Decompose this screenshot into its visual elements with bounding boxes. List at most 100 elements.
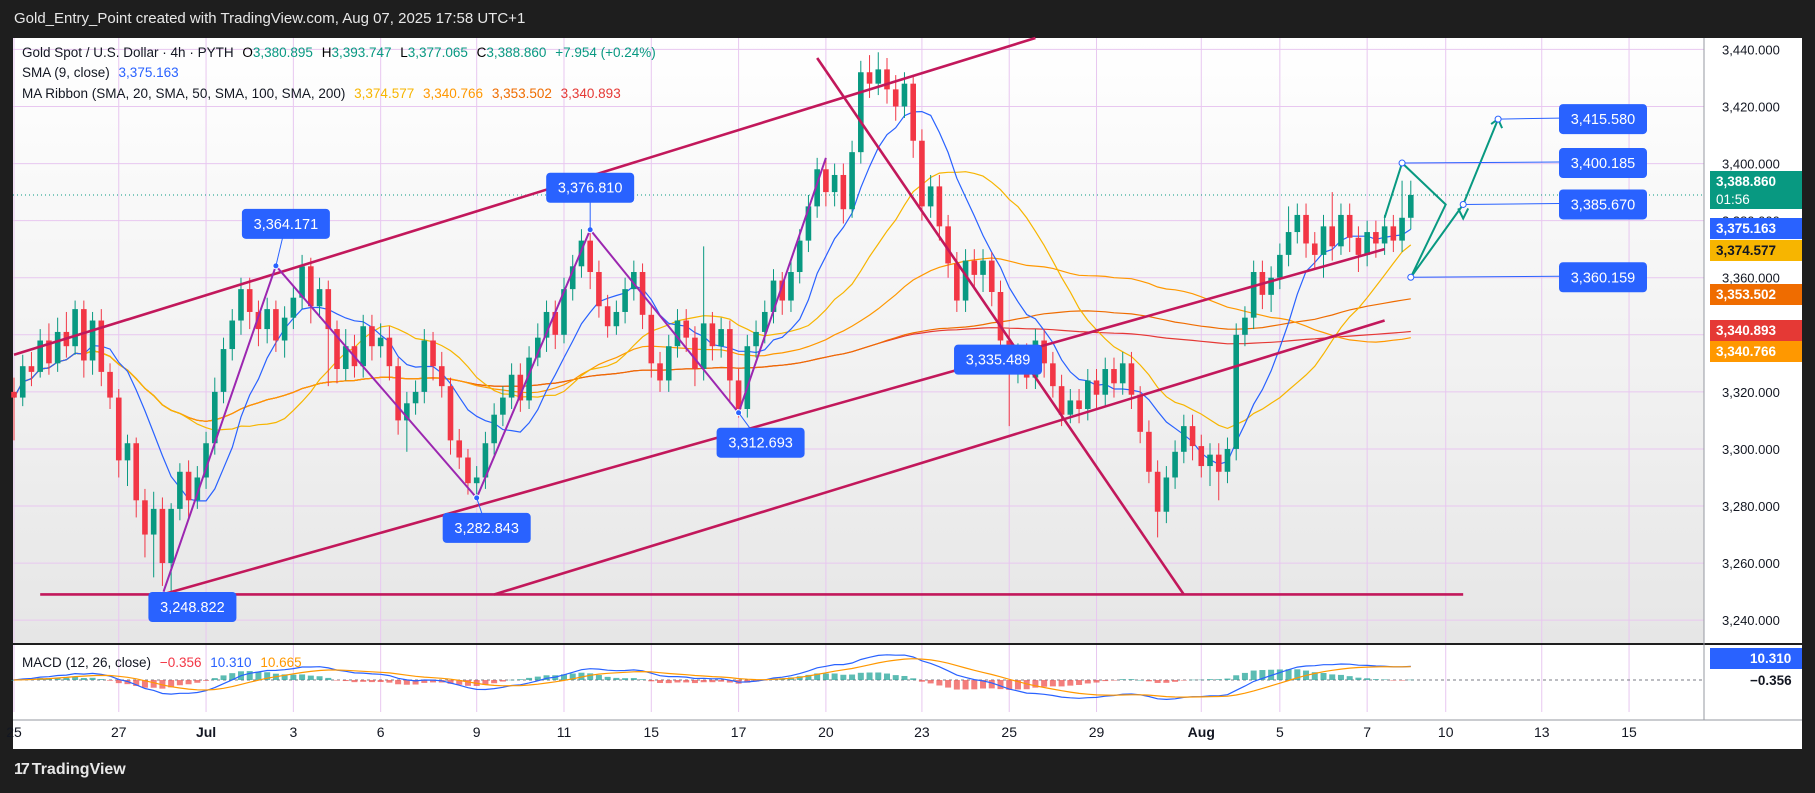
- candle-up[interactable]: [805, 206, 812, 241]
- candle-down[interactable]: [115, 397, 122, 461]
- candle-down[interactable]: [246, 289, 253, 312]
- candle-up[interactable]: [1364, 232, 1370, 255]
- candle-up[interactable]: [421, 340, 428, 392]
- candle-up[interactable]: [473, 477, 480, 484]
- candle-up[interactable]: [54, 331, 61, 364]
- candle-up[interactable]: [1381, 226, 1388, 244]
- candle-up[interactable]: [19, 366, 26, 398]
- candle-down[interactable]: [692, 337, 698, 370]
- candle-down[interactable]: [936, 186, 943, 227]
- candle-up[interactable]: [360, 326, 366, 367]
- candle-down[interactable]: [779, 280, 786, 301]
- candle-down[interactable]: [1346, 214, 1353, 238]
- candle-down[interactable]: [430, 340, 436, 367]
- candle-up[interactable]: [1224, 448, 1231, 472]
- candle-down[interactable]: [683, 320, 690, 338]
- candle-down[interactable]: [447, 386, 454, 441]
- price-chart[interactable]: 3,440.0003,420.0003,400.0003,380.0003,36…: [0, 0, 1815, 749]
- tradingview-logo[interactable]: 17 TradingView: [14, 761, 126, 779]
- candle-down[interactable]: [884, 69, 890, 90]
- candle-up[interactable]: [788, 272, 794, 301]
- candle-down[interactable]: [735, 380, 742, 409]
- candle-up[interactable]: [761, 311, 768, 332]
- candle-up[interactable]: [1102, 369, 1109, 395]
- candle-up[interactable]: [665, 346, 672, 381]
- candle-up[interactable]: [482, 443, 489, 478]
- candle-up[interactable]: [404, 403, 410, 421]
- candle-up[interactable]: [744, 346, 751, 409]
- candle-up[interactable]: [814, 169, 820, 207]
- candle-up[interactable]: [37, 340, 43, 372]
- candle-up[interactable]: [1285, 232, 1292, 255]
- candle-down[interactable]: [1355, 237, 1362, 255]
- candle-up[interactable]: [211, 391, 218, 444]
- trend-line[interactable]: [13, 36, 1036, 357]
- candle-down[interactable]: [255, 311, 262, 330]
- candle-up[interactable]: [543, 311, 550, 338]
- candle-up[interactable]: [613, 311, 620, 327]
- candle-up[interactable]: [316, 289, 323, 307]
- candle-down[interactable]: [945, 226, 951, 264]
- candle-down[interactable]: [709, 323, 716, 347]
- candle-down[interactable]: [1146, 431, 1152, 472]
- candle-down[interactable]: [604, 306, 611, 327]
- candle-down[interactable]: [1198, 446, 1205, 467]
- candle-up[interactable]: [508, 374, 515, 398]
- candle-up[interactable]: [1242, 317, 1248, 335]
- candle-down[interactable]: [438, 366, 445, 387]
- candle-up[interactable]: [72, 309, 78, 347]
- candle-up[interactable]: [526, 357, 532, 401]
- candle-down[interactable]: [1093, 380, 1100, 395]
- candle-up[interactable]: [412, 391, 419, 404]
- candle-up[interactable]: [631, 272, 637, 290]
- candle-up[interactable]: [1119, 363, 1126, 384]
- candle-down[interactable]: [1303, 214, 1309, 244]
- candle-down[interactable]: [46, 340, 52, 364]
- candle-down[interactable]: [98, 320, 105, 372]
- candle-down[interactable]: [334, 329, 340, 370]
- candle-up[interactable]: [927, 186, 934, 207]
- candle-down[interactable]: [1128, 363, 1135, 395]
- candle-down[interactable]: [369, 326, 375, 347]
- candle-up[interactable]: [962, 260, 969, 301]
- candle-up[interactable]: [299, 266, 305, 298]
- candle-up[interactable]: [264, 309, 270, 330]
- candle-up[interactable]: [1277, 254, 1283, 278]
- candle-up[interactable]: [238, 289, 244, 321]
- candle-up[interactable]: [1399, 217, 1405, 241]
- candle-up[interactable]: [281, 317, 288, 341]
- candle-up[interactable]: [229, 320, 236, 350]
- candle-down[interactable]: [325, 289, 332, 330]
- candle-down[interactable]: [1050, 363, 1056, 387]
- candle-up[interactable]: [1084, 380, 1091, 409]
- candle-up[interactable]: [177, 471, 183, 509]
- candle-up[interactable]: [500, 397, 506, 415]
- trend-line[interactable]: [162, 247, 1385, 596]
- candle-down[interactable]: [1137, 394, 1143, 432]
- candle-up[interactable]: [831, 174, 838, 193]
- candle-down[interactable]: [823, 169, 829, 193]
- candle-down[interactable]: [1041, 340, 1047, 364]
- candle-down[interactable]: [840, 174, 847, 210]
- trend-line[interactable]: [493, 319, 1385, 596]
- candle-up[interactable]: [194, 477, 201, 501]
- trend-line[interactable]: [816, 57, 1185, 596]
- candle-up[interactable]: [1172, 451, 1178, 478]
- candle-down[interactable]: [465, 457, 471, 484]
- candle-up[interactable]: [1207, 454, 1213, 467]
- candle-down[interactable]: [596, 272, 602, 307]
- candle-up[interactable]: [1181, 426, 1187, 452]
- candle-down[interactable]: [28, 366, 35, 372]
- candle-down[interactable]: [866, 72, 873, 84]
- candle-down[interactable]: [988, 260, 995, 292]
- candle-down[interactable]: [1076, 400, 1082, 409]
- candle-up[interactable]: [718, 329, 724, 347]
- candle-down[interactable]: [273, 309, 279, 341]
- candle-down[interactable]: [1329, 226, 1336, 247]
- candle-up[interactable]: [1268, 277, 1274, 295]
- candle-up[interactable]: [674, 320, 681, 347]
- candle-up[interactable]: [569, 266, 576, 290]
- candle-down[interactable]: [1111, 369, 1117, 384]
- candle-down[interactable]: [1311, 243, 1318, 255]
- candle-down[interactable]: [910, 83, 916, 141]
